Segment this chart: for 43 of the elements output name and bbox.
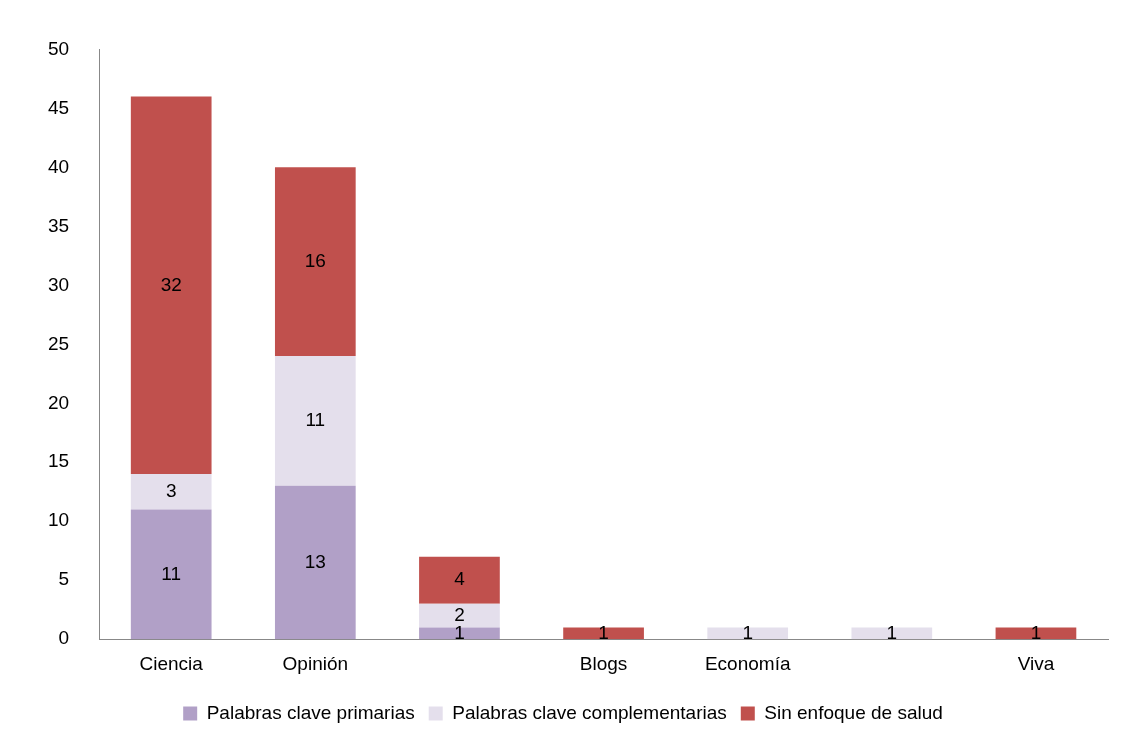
x-tick-label: Ciencia	[139, 652, 204, 674]
y-tick-label: 40	[47, 155, 70, 177]
data-label: 16	[304, 249, 326, 271]
bar	[563, 627, 644, 640]
x-tick-label: Viva	[1017, 652, 1055, 674]
bar	[851, 627, 933, 640]
y-tick-label: 15	[47, 450, 70, 472]
data-label: 4	[454, 568, 466, 590]
bar	[707, 627, 789, 640]
bar	[130, 474, 212, 510]
bar	[274, 485, 356, 640]
y-tick-label: 20	[47, 391, 70, 413]
data-label: 11	[161, 562, 182, 584]
bar	[995, 627, 1077, 640]
data-label: 11	[305, 409, 326, 431]
x-tick-label: Opinión	[282, 652, 349, 674]
legend-label: Palabras clave primarias	[206, 701, 415, 723]
data-label: 3	[165, 479, 177, 501]
bar	[130, 96, 212, 475]
y-tick-label: 30	[47, 273, 70, 295]
bar	[274, 356, 356, 486]
y-tick-label: 5	[58, 568, 70, 590]
data-label: 1	[742, 621, 753, 643]
y-tick-label: 10	[47, 509, 70, 531]
legend-label: Sin enfoque de salud	[764, 701, 943, 723]
bar	[419, 627, 500, 640]
y-tick-label: 35	[47, 214, 70, 236]
data-label: 13	[304, 550, 326, 572]
bar	[419, 603, 500, 628]
bar	[130, 509, 212, 640]
x-tick-label: Economía	[704, 652, 791, 674]
data-label: 1	[598, 621, 609, 643]
y-tick-label: 45	[47, 96, 70, 118]
y-tick-label: 25	[47, 332, 70, 354]
data-label: 1	[1030, 621, 1042, 643]
x-tick-label: Blogs	[579, 652, 628, 674]
legend-label: Palabras clave complementarias	[452, 701, 727, 723]
y-tick-label: 50	[47, 37, 70, 59]
data-label: 32	[160, 273, 182, 295]
bar	[419, 556, 500, 604]
y-tick-label: 0	[58, 627, 70, 649]
data-label: 1	[886, 621, 898, 643]
bar	[274, 167, 356, 357]
